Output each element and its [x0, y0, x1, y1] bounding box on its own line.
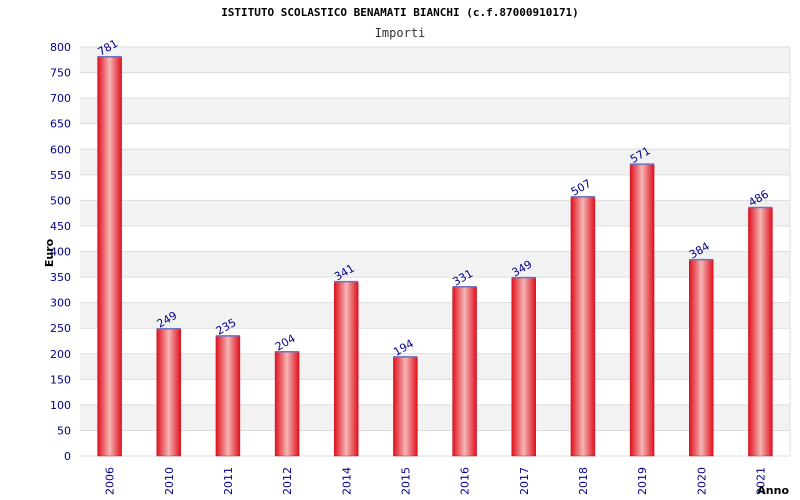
x-tick-label: 2006	[104, 467, 117, 495]
y-tick-label: 50	[57, 424, 71, 437]
y-tick-label: 400	[50, 246, 71, 259]
bar	[511, 277, 536, 457]
x-tick-label: 2021	[754, 467, 767, 495]
bar	[629, 163, 655, 457]
chart-subtitle: Importi	[374, 26, 426, 40]
y-tick-label: 300	[50, 297, 71, 310]
grid-band	[80, 200, 790, 226]
grid-band	[80, 149, 790, 175]
data-label: 507	[569, 177, 594, 199]
x-axis-ticks: 2006 2010 2011 2012 2014 2015 2016 2017 2018 2019…	[104, 467, 768, 495]
y-tick-label: 350	[50, 271, 71, 284]
x-tick-label: 2017	[518, 467, 531, 495]
grid-band	[80, 98, 790, 124]
grid-band	[80, 47, 790, 73]
x-tick-label: 2014	[340, 467, 353, 495]
y-tick-label: 500	[50, 194, 71, 207]
x-tick-label: 2011	[222, 467, 235, 495]
bar	[334, 281, 359, 457]
bar	[393, 356, 418, 457]
bar	[452, 286, 477, 457]
bar	[215, 335, 241, 457]
x-tick-label: 2012	[281, 467, 294, 495]
y-tick-label: 700	[50, 92, 71, 105]
bar	[274, 351, 300, 457]
x-axis-label: Anno	[757, 484, 789, 497]
grid-band	[80, 404, 790, 431]
bar	[748, 207, 773, 457]
bar	[570, 196, 596, 457]
x-tick-label: 2019	[636, 467, 649, 495]
grid-band	[80, 353, 790, 380]
y-tick-label: 550	[50, 169, 71, 182]
y-tick-label: 0	[64, 450, 71, 463]
y-axis-ticks: 0 50 100 150 200 250 300 350 400 450 500 550 600 650 7…	[50, 41, 71, 463]
y-tick-label: 200	[50, 348, 71, 361]
x-tick-label: 2018	[577, 467, 590, 495]
y-axis-label: Euro	[43, 238, 56, 267]
y-tick-label: 250	[50, 322, 71, 335]
y-tick-label: 650	[50, 118, 71, 131]
y-tick-label: 750	[50, 67, 71, 80]
grid	[80, 46, 791, 457]
bar	[156, 328, 181, 457]
x-tick-label: 2010	[163, 467, 176, 495]
y-tick-label: 100	[50, 399, 71, 412]
y-tick-label: 800	[50, 41, 71, 54]
data-label: 204	[273, 332, 298, 354]
bar	[689, 259, 714, 457]
x-tick-label: 2016	[459, 467, 472, 495]
y-tick-label: 150	[50, 373, 71, 386]
x-tick-label: 2015	[399, 467, 412, 495]
y-tick-label: 450	[50, 220, 71, 233]
chart-title: ISTITUTO SCOLASTICO BENAMATI BIANCHI (c.…	[221, 6, 579, 19]
grid-band	[80, 251, 790, 278]
y-tick-label: 600	[50, 143, 71, 156]
x-tick-label: 2020	[695, 467, 708, 495]
bar	[97, 56, 122, 457]
bars	[97, 55, 773, 457]
grid-band	[80, 302, 790, 329]
